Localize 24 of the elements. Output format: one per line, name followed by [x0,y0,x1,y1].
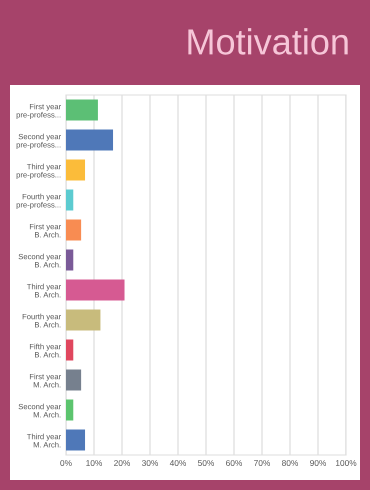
chart-title: Motivation [188,28,348,55]
bar [66,250,74,270]
bar [66,220,82,240]
x-tick-label: 0% [60,460,72,466]
bar [66,280,125,300]
bar [66,100,98,120]
x-tick-label: 20% [114,460,130,466]
bar [66,160,86,180]
x-tick-label: 70% [254,460,270,466]
x-tick-label: 10% [86,460,102,466]
x-tick-label: 40% [170,460,186,466]
bar [66,430,86,450]
bar [66,130,114,150]
x-tick-label: 50% [198,460,214,466]
bar [66,190,74,210]
bar [66,370,82,390]
x-tick-label: 90% [310,460,326,466]
x-tick-label: 30% [142,460,158,466]
x-tick-label: 80% [282,460,298,466]
x-tick-label: 60% [226,460,242,466]
x-tick-label: 100% [336,460,356,466]
bar [66,400,74,420]
bar [66,310,100,330]
bar [66,340,74,360]
